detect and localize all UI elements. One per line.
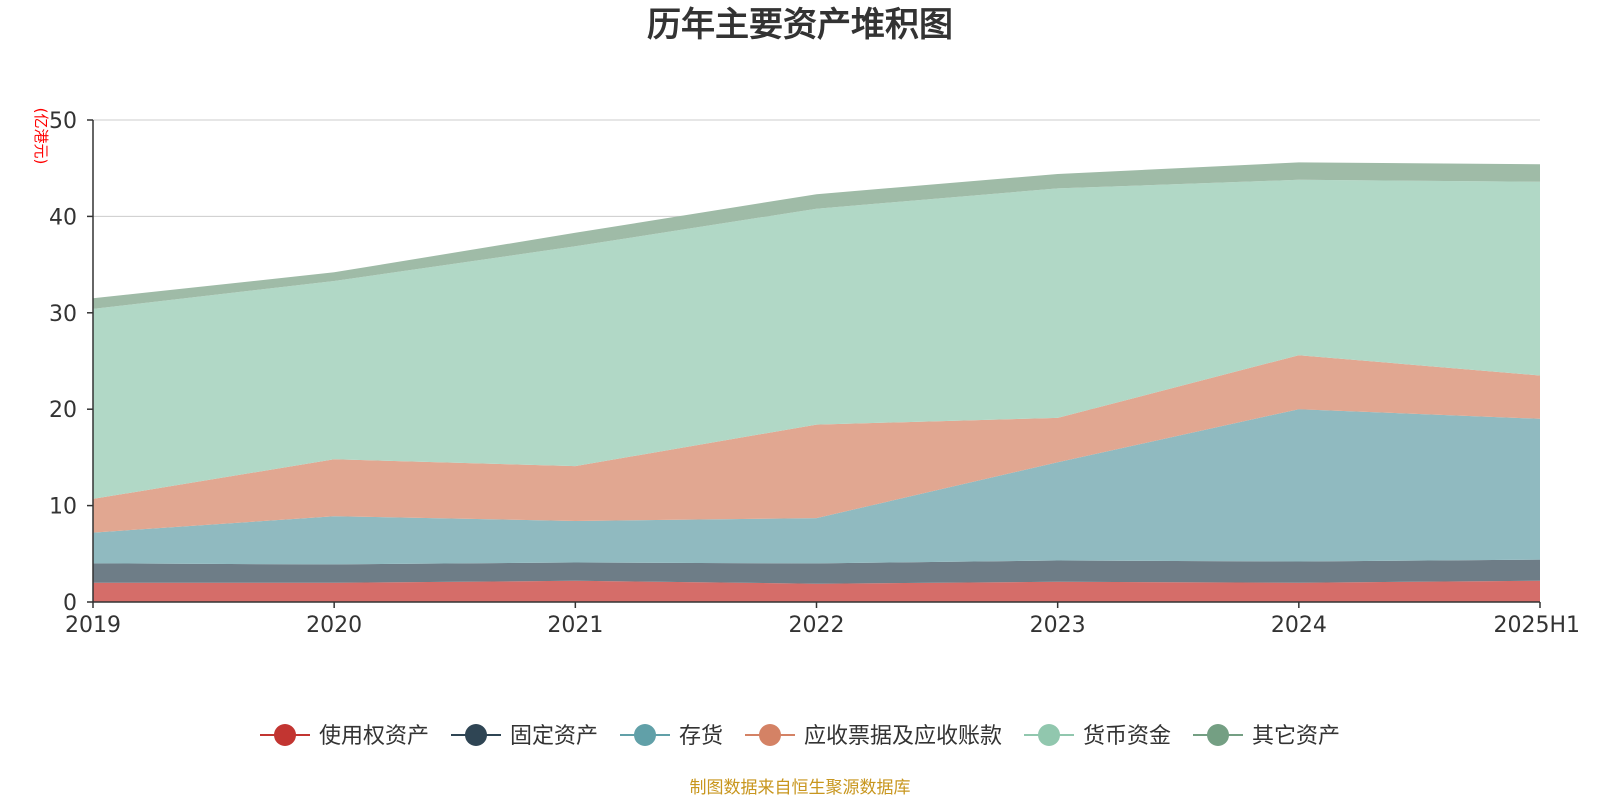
- legend-circle-marker: [634, 724, 656, 746]
- legend-label: 使用权资产: [319, 724, 429, 749]
- x-tick-label: 2022: [789, 613, 845, 638]
- y-tick-label: 50: [49, 109, 77, 134]
- legend-label: 其它资产: [1252, 724, 1340, 749]
- axes: 0 10 20 30 40 50 2019 2020 2021 2022 2023 2024 2025H…: [49, 109, 1580, 638]
- area-series: [93, 409, 1540, 565]
- legend-item[interactable]: 存货: [620, 724, 723, 749]
- area-series: [93, 355, 1540, 533]
- legend-item[interactable]: 应收票据及应收账款: [745, 724, 1002, 749]
- legend-circle-marker: [759, 724, 781, 746]
- legend-item[interactable]: 其它资产: [1193, 724, 1340, 749]
- y-tick-label: 0: [63, 591, 77, 616]
- legend-item[interactable]: 使用权资产: [260, 724, 429, 749]
- x-tick-label: 2021: [547, 613, 603, 638]
- y-axis-unit-label: (亿港元): [32, 108, 50, 165]
- x-tick-label: 2019: [65, 613, 121, 638]
- y-tick-label: 30: [49, 302, 77, 327]
- area-series: [93, 559, 1540, 584]
- legend-label: 存货: [679, 724, 723, 749]
- x-tick-label: 2023: [1030, 613, 1086, 638]
- legend-label: 固定资产: [510, 724, 598, 749]
- legend-label: 货币资金: [1083, 724, 1171, 749]
- legend-circle-marker: [1207, 724, 1229, 746]
- y-tick-label: 40: [49, 205, 77, 230]
- legend-item[interactable]: 货币资金: [1024, 724, 1171, 749]
- chart-title: 历年主要资产堆积图: [647, 5, 953, 45]
- y-tick-label: 10: [49, 495, 77, 520]
- legend-circle-marker: [465, 724, 487, 746]
- legend-circle-marker: [1038, 724, 1060, 746]
- area-series: [93, 179, 1540, 499]
- source-note: 制图数据来自恒生聚源数据库: [690, 778, 911, 798]
- legend-item[interactable]: 固定资产: [451, 724, 598, 749]
- area-series-group: [93, 162, 1540, 602]
- legend: 使用权资产 固定资产 存货 应收票据及应收账款 货币资金 其它资产: [260, 724, 1340, 749]
- area-series: [93, 580, 1540, 602]
- area-series: [93, 162, 1540, 309]
- x-tick-label: 2024: [1271, 613, 1327, 638]
- x-tick-label: 2025H1: [1493, 613, 1580, 638]
- x-tick-label: 2020: [306, 613, 362, 638]
- legend-circle-marker: [274, 724, 296, 746]
- legend-label: 应收票据及应收账款: [804, 724, 1002, 749]
- y-tick-label: 20: [49, 398, 77, 423]
